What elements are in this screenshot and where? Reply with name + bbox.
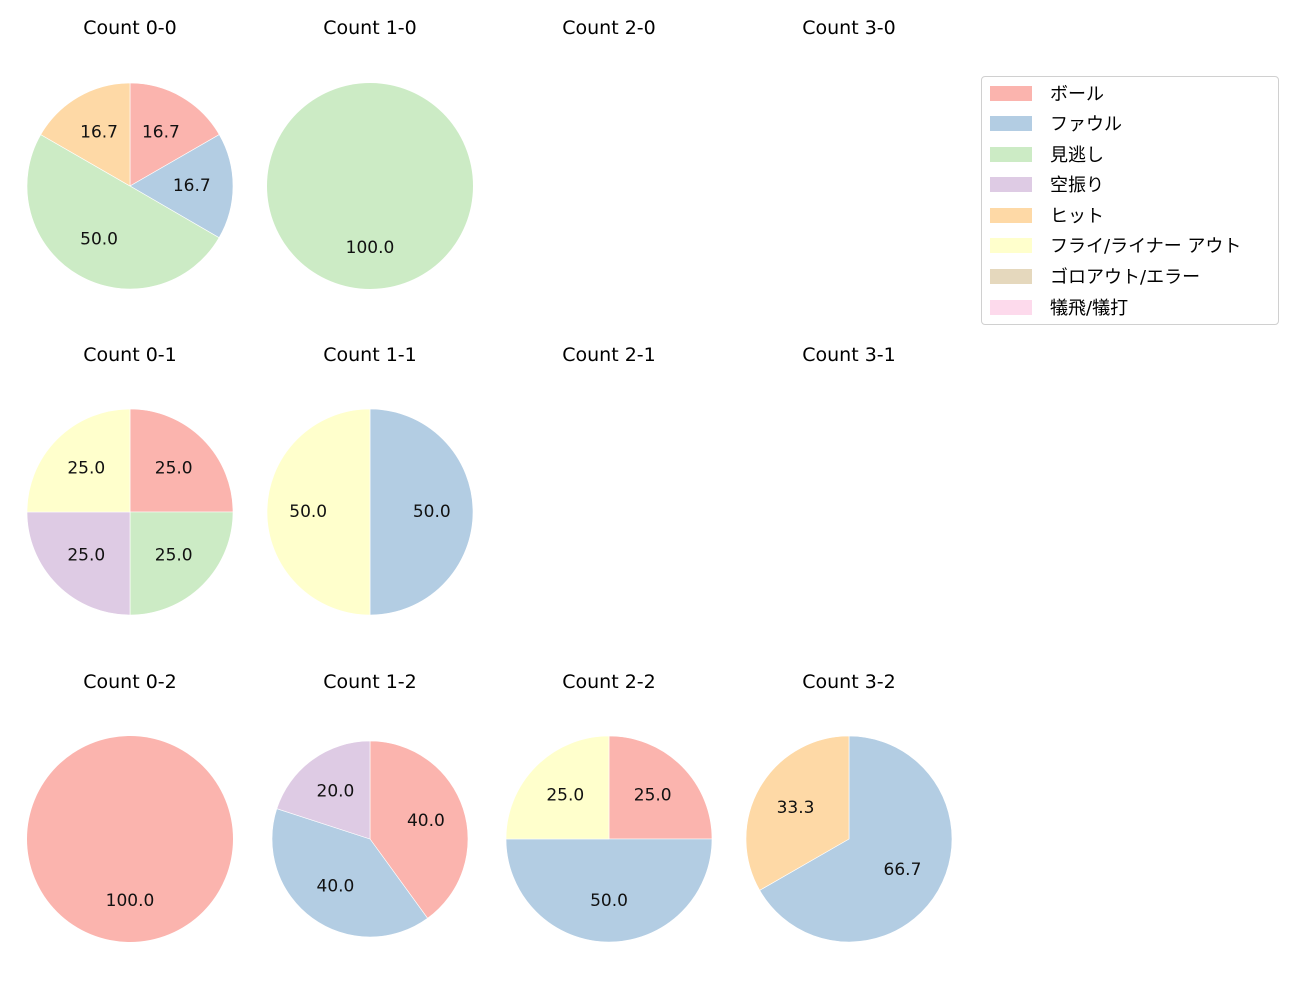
legend-item-hit: ヒット — [990, 203, 1104, 227]
pie-count-1-0: Count 1-0 100.0 — [267, 17, 473, 289]
legend-item-swinging-strike: 空振り — [990, 172, 1104, 196]
slice-value-label: 20.0 — [317, 781, 355, 801]
pie-slice — [505, 838, 713, 943]
pie-slice — [267, 83, 473, 289]
legend-item-called-strike: 見逃し — [990, 142, 1104, 166]
pie-count-3-1: Count 3-1 — [802, 344, 896, 366]
pie-slice — [26, 511, 131, 616]
legend: ボール ファウル 見逃し 空振り ヒット フライ/ライナー アウト ゴロアウト/… — [981, 76, 1279, 325]
subplot-title: Count 2-0 — [562, 17, 656, 39]
legend-swatch-foul — [990, 115, 1032, 131]
legend-label: 犠飛/犠打 — [1050, 298, 1129, 319]
pie-slice — [608, 735, 713, 840]
slice-value-label: 50.0 — [590, 891, 628, 911]
pie-slice — [26, 408, 131, 513]
pie-slice — [129, 134, 234, 239]
subplot-title: Count 2-1 — [562, 344, 656, 366]
slice-value-label: 50.0 — [413, 502, 451, 522]
pie-slice — [27, 736, 233, 942]
slice-value-label: 16.7 — [142, 122, 180, 142]
subplot-title: Count 3-0 — [802, 17, 896, 39]
legend-swatch-swinging-strike — [990, 176, 1032, 192]
legend-swatch-hit — [990, 207, 1032, 223]
slice-value-label: 25.0 — [155, 546, 193, 566]
pie-slice — [129, 511, 234, 616]
slice-value-label: 25.0 — [67, 458, 105, 478]
pie-count-2-2: Count 2-2 25.0 50.0 25.0 — [505, 671, 713, 943]
slice-value-label: 25.0 — [67, 546, 105, 566]
subplot-title: Count 1-2 — [323, 671, 417, 693]
legend-item-ball: ボール — [990, 81, 1104, 105]
subplot-title: Count 3-2 — [802, 671, 896, 693]
pie-slice — [369, 408, 474, 616]
pie-count-2-0: Count 2-0 — [562, 17, 656, 39]
pie-count-0-2: Count 0-2 100.0 — [27, 671, 233, 942]
pie-slice — [129, 408, 234, 513]
legend-item-fly-liner-out: フライ/ライナー アウト — [990, 233, 1241, 257]
legend-label: ファウル — [1050, 114, 1122, 135]
pie-count-2-1: Count 2-1 — [562, 344, 656, 366]
slice-value-label: 100.0 — [346, 238, 395, 258]
pie-count-0-0: Count 0-0 16.7 16.7 50.0 16.7 — [26, 17, 234, 290]
subplot-title: Count 3-1 — [802, 344, 896, 366]
legend-label: ヒット — [1050, 206, 1104, 227]
pie-slice — [271, 808, 429, 938]
legend-swatch-ball — [990, 85, 1032, 101]
pie-slice — [369, 740, 469, 919]
legend-label: ゴロアウト/エラー — [1050, 267, 1201, 288]
pie-slice — [759, 735, 953, 943]
legend-item-foul: ファウル — [990, 111, 1122, 135]
legend-swatch-grounder-out-error — [990, 268, 1032, 284]
legend-swatch-called-strike — [990, 146, 1032, 162]
pie-count-1-1: Count 1-1 50.0 50.0 — [266, 344, 474, 616]
slice-value-label: 50.0 — [80, 230, 118, 250]
legend-swatch-sacrifice — [990, 299, 1032, 315]
slice-value-label: 40.0 — [407, 811, 445, 831]
slice-value-label: 16.7 — [80, 122, 118, 142]
pie-count-3-0: Count 3-0 — [802, 17, 896, 39]
legend-label: 空振り — [1050, 175, 1104, 196]
legend-label: ボール — [1050, 84, 1104, 105]
slice-value-label: 16.7 — [173, 176, 211, 196]
slice-value-label: 25.0 — [546, 785, 584, 805]
slice-value-label: 25.0 — [155, 458, 193, 478]
legend-item-sacrifice: 犠飛/犠打 — [990, 295, 1128, 319]
pie-slice — [26, 134, 220, 290]
slice-value-label: 100.0 — [106, 891, 155, 911]
legend-item-grounder-out-error: ゴロアウト/エラー — [990, 264, 1200, 288]
legend-label: 見逃し — [1050, 145, 1104, 166]
subplot-title: Count 1-1 — [323, 344, 417, 366]
subplot-title: Count 1-0 — [323, 17, 417, 39]
pie-count-0-1: Count 0-1 25.0 25.0 25.0 25.0 — [26, 344, 234, 616]
subplot-title: Count 0-1 — [83, 344, 177, 366]
subplot-title: Count 2-2 — [562, 671, 656, 693]
slice-value-label: 50.0 — [289, 502, 327, 522]
pie-slice — [40, 82, 131, 187]
legend-label: フライ/ライナー アウト — [1050, 236, 1242, 257]
pie-slice — [745, 735, 850, 891]
pie-slice — [505, 735, 610, 840]
pie-count-1-2: Count 1-2 40.0 40.0 20.0 — [271, 671, 469, 938]
pie-slice — [266, 408, 371, 616]
slice-value-label: 25.0 — [634, 785, 672, 805]
subplot-title: Count 0-2 — [83, 671, 177, 693]
slice-value-label: 33.3 — [777, 798, 815, 818]
legend-swatch-fly-liner-out — [990, 237, 1032, 253]
pie-count-3-2: Count 3-2 66.7 33.3 — [745, 671, 953, 943]
pie-slice — [129, 82, 220, 187]
slice-value-label: 40.0 — [317, 877, 355, 897]
pie-slice — [276, 740, 371, 840]
subplot-title: Count 0-0 — [83, 17, 177, 39]
slice-value-label: 66.7 — [884, 860, 922, 880]
